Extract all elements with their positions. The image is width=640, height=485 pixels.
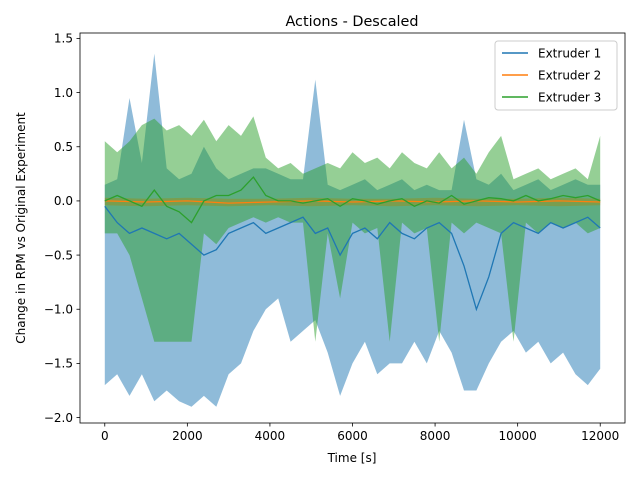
legend-label-extruder-2: Extruder 2: [538, 68, 601, 82]
extruder-3-band: [104, 116, 601, 342]
y-axis-label: Change in RPM vs Original Experiment: [14, 112, 28, 344]
y-tick-label: −2.0: [44, 411, 73, 425]
y-tick-label: 1.0: [54, 86, 73, 100]
legend: Extruder 1 Extruder 2 Extruder 3: [494, 40, 618, 111]
extruder-3-line: [104, 176, 601, 224]
x-tick-label: 8000: [420, 429, 451, 443]
y-tick-label: 0.5: [54, 140, 73, 154]
extruder-2-line: [104, 200, 601, 204]
y-tick-label: −1.5: [44, 357, 73, 371]
x-axis-label: Time [s]: [327, 451, 377, 465]
chart-title: Actions - Descaled: [285, 14, 418, 30]
x-tick-label: 10000: [499, 429, 537, 443]
x-tick-label: 0: [101, 429, 109, 443]
legend-label-extruder-1: Extruder 1: [538, 46, 601, 60]
x-tick-label: 2000: [172, 429, 203, 443]
y-axis-ticks: −2.0 −1.5 −1.0 −0.5 0.0 0.5 1.0 1.5: [44, 32, 80, 425]
y-tick-label: 1.5: [54, 32, 73, 46]
x-tick-label: 4000: [255, 429, 286, 443]
legend-label-extruder-3: Extruder 3: [538, 90, 601, 104]
extruder-1-band: [104, 53, 601, 407]
y-tick-label: 0.0: [54, 194, 73, 208]
x-axis-ticks: 0 2000 4000 6000 8000 10000 12000: [101, 423, 619, 443]
extruder-1-line: [104, 205, 601, 312]
y-tick-label: −1.0: [44, 303, 73, 317]
legend-frame: [494, 40, 618, 111]
x-tick-label: 6000: [337, 429, 368, 443]
line-layer: [104, 176, 601, 312]
x-tick-label: 12000: [581, 429, 619, 443]
y-tick-label: −0.5: [44, 248, 73, 262]
